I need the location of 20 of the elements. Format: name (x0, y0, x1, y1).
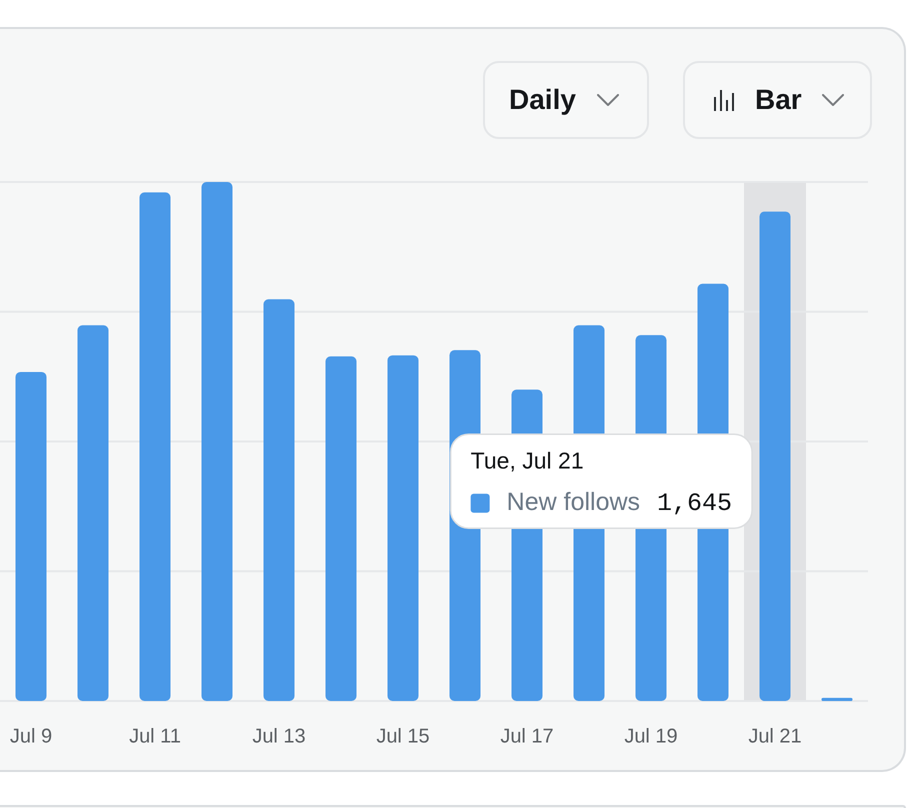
bar (140, 192, 170, 701)
x-tick-label: Jul 21 (748, 726, 802, 748)
bar (78, 325, 108, 701)
x-tick-label: Jul 11 (129, 726, 181, 748)
text: Daily (509, 84, 576, 116)
text: Bar (755, 84, 802, 116)
bar (326, 356, 356, 701)
x-tick-label: Jul 19 (624, 726, 678, 748)
bar (16, 372, 46, 701)
bar (822, 698, 852, 701)
x-tick-label: Jul 15 (376, 726, 430, 748)
x-tick-label: Jul 9 (10, 726, 52, 748)
bar (264, 299, 294, 701)
bar (202, 182, 232, 701)
legend-label: New follows (506, 488, 640, 516)
annotation: Tue, Jul 21 (470, 448, 584, 474)
annotation: 1,645 (657, 488, 732, 518)
x-tick-label: Jul 17 (500, 726, 554, 748)
x-tick-label: Jul 13 (252, 726, 306, 748)
bar (388, 355, 418, 701)
